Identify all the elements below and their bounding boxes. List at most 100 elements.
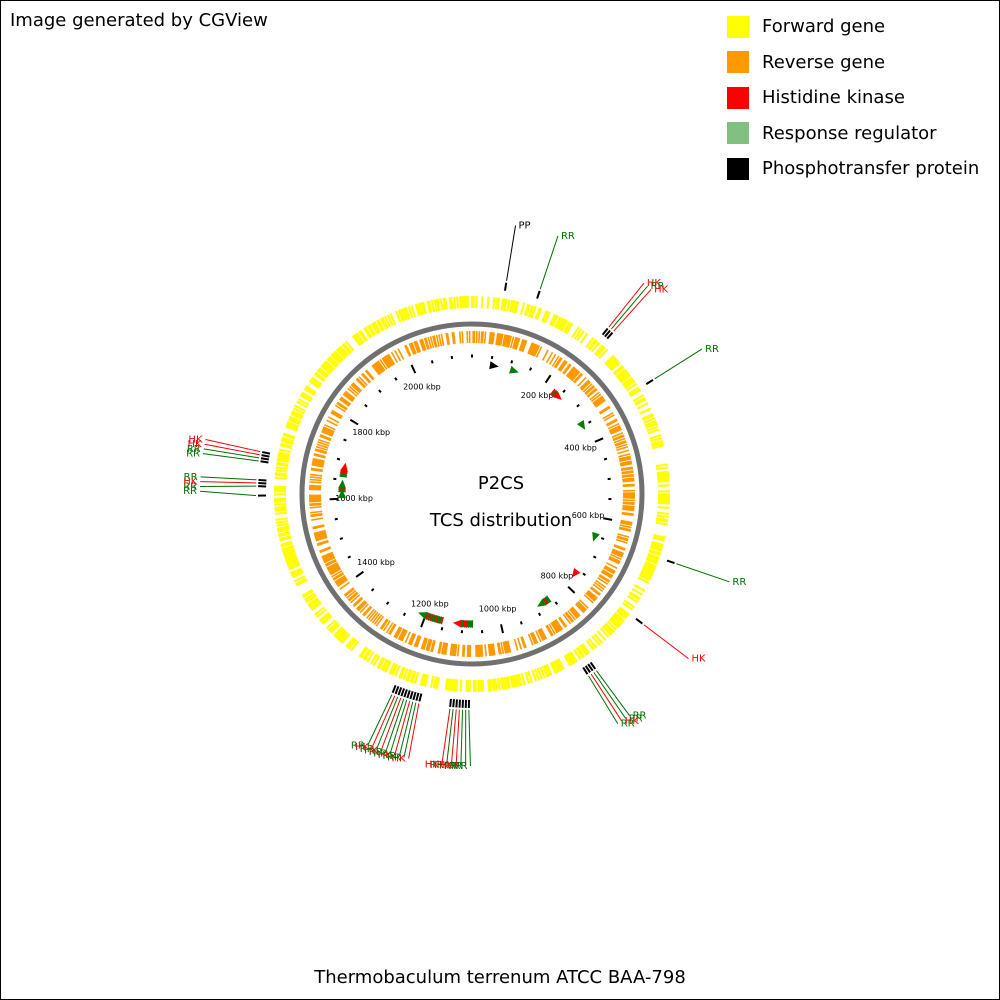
reverse-gene	[599, 406, 611, 415]
forward-gene	[281, 436, 294, 443]
reverse-gene	[585, 385, 596, 396]
reverse-gene	[309, 500, 322, 503]
callout-label: HK	[188, 435, 203, 446]
legend-swatch-histidine-kinase	[727, 86, 749, 109]
forward-gene	[314, 606, 326, 616]
forward-gene	[650, 436, 663, 443]
reverse-gene	[350, 594, 361, 604]
forward-gene	[278, 532, 291, 538]
reverse-gene	[584, 385, 595, 395]
forward-gene	[653, 533, 666, 539]
reverse-gene	[348, 592, 359, 602]
reverse-gene	[579, 379, 590, 390]
legend-item-forward-gene: Forward gene	[727, 9, 979, 45]
forward-gene	[628, 592, 640, 601]
forward-gene	[542, 310, 550, 323]
reverse-gene	[313, 529, 326, 535]
reverse-gene	[606, 419, 618, 427]
forward-gene	[573, 328, 583, 340]
forward-gene	[311, 376, 323, 386]
feature-mark	[394, 686, 400, 695]
reverse-gene	[390, 351, 399, 364]
forward-gene	[380, 658, 388, 671]
reverse-gene	[309, 510, 323, 514]
forward-gene	[391, 663, 399, 676]
reverse-gene	[415, 635, 422, 648]
forward-gene	[656, 472, 670, 476]
forward-gene	[606, 620, 618, 631]
reverse-gene	[598, 405, 610, 414]
reverse-gene	[309, 478, 322, 482]
reverse-gene	[332, 572, 344, 580]
forward-gene	[579, 644, 588, 656]
reverse-gene	[356, 377, 367, 388]
forward-gene	[275, 469, 288, 473]
forward-gene	[309, 599, 321, 609]
forward-gene	[422, 674, 428, 687]
forward-gene	[511, 300, 517, 313]
forward-gene	[337, 630, 348, 641]
reverse-gene	[359, 603, 369, 614]
forward-gene	[649, 548, 662, 555]
reverse-gene	[540, 627, 548, 640]
reverse-gene	[531, 631, 539, 644]
callout-leader	[371, 695, 396, 748]
forward-gene	[623, 599, 635, 609]
reverse-gene	[609, 426, 621, 433]
forward-gene	[651, 441, 664, 447]
feature-mark	[635, 617, 643, 625]
feature-mark	[455, 699, 458, 708]
reverse-gene	[622, 502, 635, 506]
callout-label: RR	[351, 740, 365, 751]
forward-gene	[638, 573, 651, 582]
reverse-gene	[480, 644, 484, 657]
forward-gene	[499, 677, 504, 690]
reverse-gene	[356, 600, 367, 611]
forward-gene	[609, 360, 620, 371]
reverse-gene	[618, 455, 631, 460]
callout-label: HK	[183, 477, 198, 488]
forward-gene	[285, 425, 298, 432]
reverse-gene	[376, 361, 385, 372]
forward-gene	[514, 301, 520, 314]
reverse-gene	[347, 591, 358, 601]
reverse-gene	[515, 337, 521, 350]
reverse-gene	[533, 345, 541, 357]
reverse-gene	[502, 641, 507, 654]
forward-gene	[651, 442, 664, 448]
forward-gene	[576, 329, 585, 342]
callout-leader	[610, 285, 648, 330]
reverse-gene	[619, 526, 632, 531]
forward-gene	[291, 571, 304, 579]
legend-item-response-regulator: Response regulator	[727, 116, 979, 152]
reverse-gene	[430, 639, 435, 652]
reverse-gene	[615, 538, 628, 544]
reverse-gene	[491, 643, 495, 656]
forward-gene	[394, 310, 402, 323]
forward-gene	[599, 627, 610, 638]
reverse-gene	[321, 552, 334, 559]
callout-leader	[460, 709, 464, 766]
reverse-gene	[521, 636, 527, 649]
reverse-gene	[336, 401, 348, 410]
reverse-gene	[617, 449, 630, 455]
callout-leader	[608, 282, 645, 328]
reverse-gene	[620, 519, 633, 524]
forward-gene	[346, 637, 356, 649]
reverse-gene	[559, 361, 568, 372]
forward-gene	[649, 546, 663, 552]
reverse-gene	[324, 423, 336, 431]
reverse-gene	[324, 558, 337, 566]
forward-gene	[274, 507, 287, 511]
reverse-gene	[535, 346, 543, 358]
callout-leader	[202, 453, 259, 462]
reverse-gene	[375, 615, 385, 627]
forward-gene	[279, 536, 292, 542]
forward-gene	[277, 526, 290, 532]
reverse-gene	[545, 625, 553, 637]
forward-gene	[613, 613, 625, 623]
reverse-gene	[592, 583, 604, 593]
forward-gene	[643, 417, 656, 424]
reverse-gene	[599, 574, 611, 582]
